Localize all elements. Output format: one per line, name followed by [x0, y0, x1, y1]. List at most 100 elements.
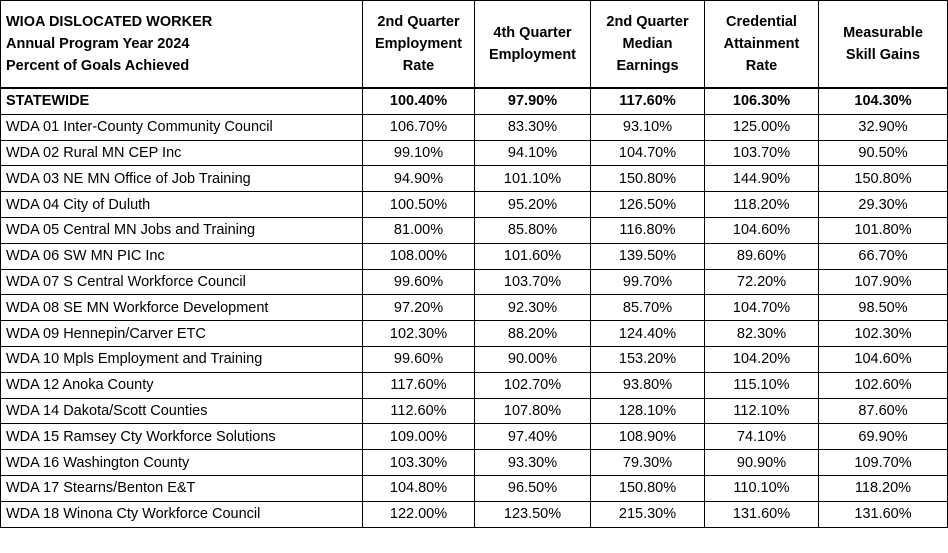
row-label: WDA 03 NE MN Office of Job Training — [0, 165, 363, 193]
data-row: WDA 06 SW MN PIC Inc 108.00% 101.60% 139.50… — [0, 242, 948, 270]
percent-cell: 103.70% — [474, 268, 591, 296]
header-row: WIOA DISLOCATED WORKER Annual Program Yea… — [0, 0, 948, 89]
header-line: 4th Quarter — [493, 25, 572, 41]
percent-cell: 99.60% — [362, 268, 475, 296]
percent-cell: 118.20% — [818, 474, 948, 502]
percent-cell: 122.00% — [362, 500, 475, 528]
data-row: WDA 15 Ramsey Cty Workforce Solutions 109… — [0, 423, 948, 451]
column-header: 2nd Quarter Employment Rate — [362, 0, 475, 89]
percent-cell: 128.10% — [590, 397, 705, 425]
data-row: WDA 17 Stearns/Benton E&T 104.80% 96.50% 15… — [0, 474, 948, 502]
percent-cell: 112.60% — [362, 397, 475, 425]
percent-cell: 79.30% — [590, 449, 705, 476]
percent-cell: 66.70% — [818, 242, 948, 270]
percent-cell: 131.60% — [704, 500, 819, 528]
percent-cell: 100.50% — [362, 191, 475, 218]
row-label: WDA 12 Anoka County — [0, 371, 363, 399]
column-header: 2nd Quarter Median Earnings — [590, 0, 705, 89]
percent-cell: 90.00% — [474, 345, 591, 373]
percent-cell: 101.80% — [818, 216, 948, 244]
percent-cell: 89.60% — [704, 242, 819, 270]
row-label: WDA 14 Dakota/Scott Counties — [0, 397, 363, 425]
row-label: WDA 02 Rural MN CEP Inc — [0, 139, 363, 167]
row-label: WDA 06 SW MN PIC Inc — [0, 242, 363, 270]
percent-cell: 97.90% — [474, 86, 591, 115]
row-label: WDA 15 Ramsey Cty Workforce Solutions — [0, 423, 363, 451]
percent-cell: 81.00% — [362, 216, 475, 244]
header-line: Employment — [374, 36, 462, 52]
row-label: WDA 07 S Central Workforce Council — [0, 268, 363, 296]
percent-cell: 124.40% — [590, 320, 705, 347]
percent-cell: 110.10% — [704, 474, 819, 502]
header-line: Percent of Goals Achieved — [6, 58, 190, 74]
data-row: WDA 03 NE MN Office of Job Training 94.90… — [0, 165, 948, 193]
percent-cell: 125.00% — [704, 113, 819, 141]
percent-cell: 103.70% — [704, 139, 819, 167]
percent-cell: 104.80% — [362, 474, 475, 502]
column-header: 4th Quarter Employment — [474, 0, 591, 89]
column-header: Measurable Skill Gains — [818, 0, 948, 89]
row-label: WDA 17 Stearns/Benton E&T — [0, 474, 363, 502]
percent-cell: 32.90% — [818, 113, 948, 141]
statewide-row: STATEWIDE 100.40% 97.90% 117.60% 106.30% 104.… — [0, 86, 948, 115]
percent-cell: 101.10% — [474, 165, 591, 193]
percent-cell: 131.60% — [818, 500, 948, 528]
percent-cell: 108.90% — [590, 423, 705, 451]
percent-cell: 118.20% — [704, 191, 819, 218]
percent-cell: 101.60% — [474, 242, 591, 270]
percent-cell: 90.90% — [704, 449, 819, 476]
percent-cell: 94.90% — [362, 165, 475, 193]
percent-cell: 100.40% — [362, 86, 475, 115]
percent-cell: 109.00% — [362, 423, 475, 451]
percent-cell: 104.30% — [818, 86, 948, 115]
data-row: WDA 08 SE MN Workforce Development 97.20%… — [0, 294, 948, 322]
header-line: Attainment — [723, 36, 800, 52]
title-cell: WIOA DISLOCATED WORKER Annual Program Yea… — [0, 0, 363, 89]
data-row: WDA 14 Dakota/Scott Counties 112.60% 107.8… — [0, 397, 948, 425]
percent-cell: 95.20% — [474, 191, 591, 218]
percent-cell: 97.20% — [362, 294, 475, 322]
data-row: WDA 02 Rural MN CEP Inc 99.10% 94.10% 104.7… — [0, 139, 948, 167]
percent-cell: 126.50% — [590, 191, 705, 218]
row-label: WDA 08 SE MN Workforce Development — [0, 294, 363, 322]
results-table: WIOA DISLOCATED WORKER Annual Program Yea… — [0, 0, 948, 528]
percent-cell: 102.70% — [474, 371, 591, 399]
percent-cell: 112.10% — [704, 397, 819, 425]
percent-cell: 104.60% — [818, 345, 948, 373]
row-label: WDA 01 Inter-County Community Council — [0, 113, 363, 141]
percent-cell: 104.20% — [704, 345, 819, 373]
data-row: WDA 04 City of Duluth 100.50% 95.20% 126.50… — [0, 191, 948, 218]
percent-cell: 93.80% — [590, 371, 705, 399]
percent-cell: 102.60% — [818, 371, 948, 399]
percent-cell: 150.80% — [590, 474, 705, 502]
percent-cell: 104.70% — [590, 139, 705, 167]
row-label: WDA 16 Washington County — [0, 449, 363, 476]
header-line: Employment — [488, 47, 576, 63]
percent-cell: 72.20% — [704, 268, 819, 296]
percent-cell: 150.80% — [818, 165, 948, 193]
percent-cell: 108.00% — [362, 242, 475, 270]
percent-cell: 115.10% — [704, 371, 819, 399]
percent-cell: 107.90% — [818, 268, 948, 296]
percent-cell: 116.80% — [590, 216, 705, 244]
header-line: Median — [622, 36, 673, 52]
data-row: WDA 07 S Central Workforce Council 99.60%… — [0, 268, 948, 296]
data-row: WDA 01 Inter-County Community Council 106… — [0, 113, 948, 141]
percent-cell: 106.70% — [362, 113, 475, 141]
percent-cell: 85.80% — [474, 216, 591, 244]
data-row: WDA 18 Winona Cty Workforce Council 122.0… — [0, 500, 948, 528]
percent-cell: 99.60% — [362, 345, 475, 373]
percent-cell: 117.60% — [362, 371, 475, 399]
column-header: Credential Attainment Rate — [704, 0, 819, 89]
percent-cell: 144.90% — [704, 165, 819, 193]
percent-cell: 83.30% — [474, 113, 591, 141]
percent-cell: 99.70% — [590, 268, 705, 296]
percent-cell: 153.20% — [590, 345, 705, 373]
percent-cell: 150.80% — [590, 165, 705, 193]
header-line: Rate — [402, 58, 435, 74]
row-label: WDA 18 Winona Cty Workforce Council — [0, 500, 363, 528]
percent-cell: 98.50% — [818, 294, 948, 322]
data-row: WDA 09 Hennepin/Carver ETC 102.30% 88.20% 1… — [0, 320, 948, 347]
header-line: 2nd Quarter — [377, 14, 460, 30]
percent-cell: 123.50% — [474, 500, 591, 528]
